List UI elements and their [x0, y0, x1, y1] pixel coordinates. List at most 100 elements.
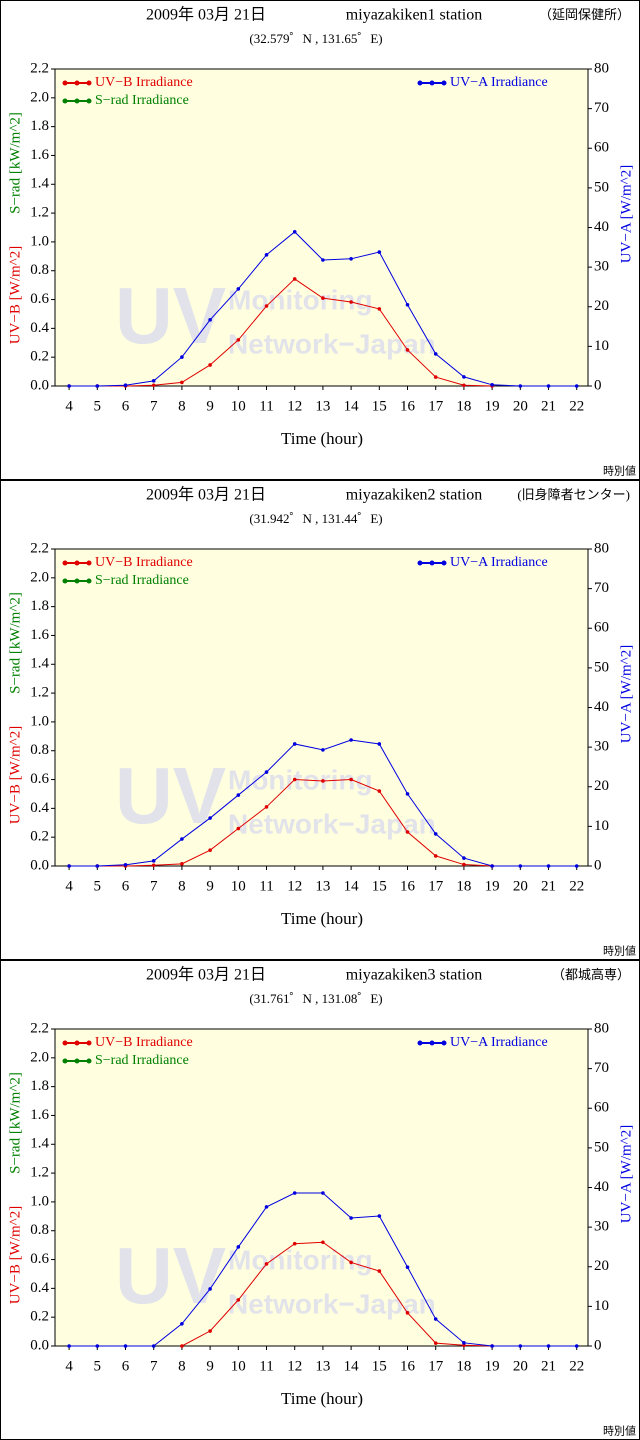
data-point	[236, 1298, 241, 1302]
watermark: Network−Japan	[228, 1288, 436, 1319]
legend-dot	[74, 1058, 80, 1064]
y-axis-label: S−rad [kW/m^2]	[7, 1072, 23, 1174]
x-tick-label: 17	[428, 878, 444, 894]
data-point	[236, 1245, 241, 1249]
data-point	[208, 1329, 212, 1333]
y-axis-label: S−rad [kW/m^2]	[7, 112, 23, 214]
data-point	[236, 826, 241, 831]
data-point	[236, 338, 241, 342]
legend-label: UV−B Irradiance	[95, 555, 193, 570]
data-point	[574, 864, 579, 868]
legend-dot	[74, 98, 80, 104]
x-tick-label: 17	[428, 1358, 444, 1374]
x-tick-label: 10	[231, 398, 246, 414]
legend-dot	[62, 98, 68, 104]
x-tick-label: 20	[513, 878, 528, 894]
x-tick-label: 9	[206, 398, 214, 414]
x-tick-label: 21	[541, 878, 556, 894]
data-point	[433, 1341, 438, 1345]
data-point	[377, 789, 382, 793]
y-tick-label: 0.0	[30, 377, 49, 393]
data-point	[518, 1344, 523, 1348]
y-tick-label: 0.8	[30, 1222, 49, 1238]
x-tick-label: 13	[315, 398, 330, 414]
data-point	[151, 383, 156, 388]
y2-axis-label: UV−A [W/m^2]	[618, 165, 634, 263]
data-point	[208, 363, 212, 367]
y2-tick-label: 50	[594, 1139, 609, 1155]
chart-title: miyazakiken1 station	[346, 7, 482, 24]
y-tick-label: 1.0	[30, 233, 49, 249]
chart-subtitle: (31.942゜N , 131.44゜E)	[249, 511, 382, 526]
plot-area	[54, 68, 589, 387]
data-point	[292, 777, 297, 782]
data-point	[405, 1265, 410, 1269]
y-tick-label: 0.0	[30, 857, 49, 873]
y2-tick-label: 30	[594, 259, 609, 275]
y-tick-label: 1.4	[30, 656, 49, 672]
x-tick-label: 12	[287, 398, 302, 414]
series-line	[69, 278, 493, 387]
legend-dot	[417, 1040, 423, 1046]
chart-title-note: (旧身障者センター)	[517, 487, 630, 502]
y-tick-label: 1.2	[30, 1165, 49, 1181]
y-tick-label: 0.4	[30, 320, 49, 336]
x-tick-label: 18	[456, 878, 471, 894]
legend-dot	[62, 1040, 68, 1046]
x-tick-label: 19	[485, 398, 500, 414]
data-point	[67, 384, 71, 388]
y2-tick-label: 0	[594, 857, 602, 873]
y2-tick-label: 20	[594, 298, 609, 314]
data-point	[462, 383, 466, 388]
legend-dot	[74, 578, 80, 584]
data-point	[490, 864, 494, 868]
data-point	[180, 355, 184, 359]
data-point	[377, 1214, 382, 1218]
data-point	[180, 380, 184, 385]
data-point	[546, 864, 551, 868]
footnote: 時別値	[603, 945, 636, 958]
y-tick-label: 1.2	[30, 685, 49, 701]
legend-dot	[62, 80, 68, 86]
data-point	[518, 384, 523, 388]
y2-tick-label: 10	[594, 338, 609, 354]
data-point	[321, 748, 325, 752]
data-point	[349, 738, 353, 742]
legend-label: UV−A Irradiance	[450, 1035, 548, 1050]
data-point	[349, 300, 353, 304]
y-tick-label: 2.0	[30, 1049, 49, 1065]
y2-tick-label: 50	[594, 659, 609, 675]
y2-tick-label: 60	[594, 620, 609, 636]
x-tick-label: 6	[122, 398, 130, 414]
x-tick-label: 18	[456, 1358, 471, 1374]
x-tick-label: 4	[65, 1358, 73, 1374]
x-tick-label: 8	[178, 398, 186, 414]
x-tick-label: 11	[259, 878, 273, 894]
y-tick-label: 1.0	[30, 1193, 49, 1209]
x-tick-label: 12	[287, 878, 302, 894]
data-point	[462, 862, 466, 867]
data-point	[264, 770, 269, 774]
data-point	[321, 296, 325, 300]
x-tick-label: 8	[178, 1358, 186, 1374]
y2-axis-label: UV−A [W/m^2]	[618, 645, 634, 743]
x-tick-label: 21	[541, 398, 556, 414]
y-tick-label: 0.4	[30, 800, 49, 816]
legend-dot	[86, 1058, 92, 1064]
y2-tick-label: 70	[594, 1060, 609, 1076]
x-tick-label: 13	[315, 1358, 330, 1374]
data-point	[151, 379, 156, 383]
data-point	[123, 383, 128, 388]
data-point	[433, 854, 438, 858]
x-tick-label: 5	[94, 398, 102, 414]
data-point	[208, 1287, 212, 1291]
x-tick-label: 7	[150, 398, 158, 414]
data-point	[405, 302, 410, 307]
x-tick-label: 17	[428, 398, 444, 414]
x-tick-label: 20	[513, 1358, 528, 1374]
legend-dot	[62, 1058, 68, 1064]
x-tick-label: 19	[485, 1358, 500, 1374]
y2-tick-label: 80	[594, 1020, 609, 1036]
